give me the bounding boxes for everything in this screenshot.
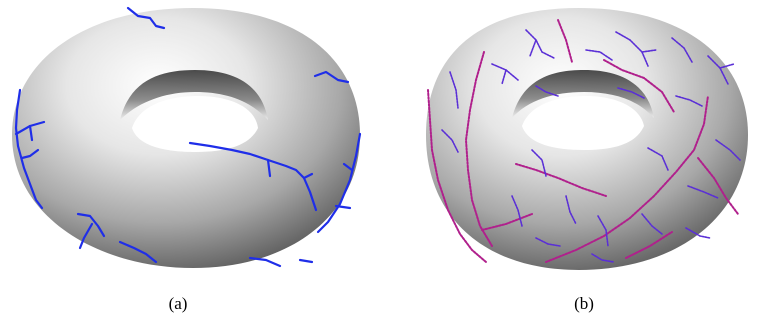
curve	[687, 185, 719, 199]
torus-panel-a	[12, 6, 362, 268]
curve	[531, 149, 547, 177]
curve	[427, 89, 487, 263]
curve	[302, 172, 314, 180]
curve	[515, 163, 607, 197]
curve	[28, 124, 34, 142]
curve-set-a	[14, 6, 362, 268]
torus-inner-wall	[120, 70, 268, 120]
curve	[342, 162, 354, 172]
curve	[535, 85, 559, 97]
curve	[334, 204, 352, 210]
curve	[557, 19, 573, 63]
curve-set-b-branch	[441, 29, 741, 263]
curve	[685, 227, 711, 239]
curve	[529, 39, 537, 57]
torus-hole	[132, 96, 258, 152]
torus-panel-b	[426, 8, 748, 270]
curve	[641, 49, 657, 53]
curve	[617, 87, 645, 99]
curve	[14, 88, 44, 210]
curve	[20, 148, 40, 160]
curve	[449, 71, 459, 109]
curve	[76, 212, 106, 238]
curve	[545, 95, 709, 263]
curve	[615, 31, 649, 67]
curve	[591, 253, 615, 263]
curve	[697, 157, 739, 215]
curve-set-b-main	[427, 19, 739, 263]
curve	[313, 70, 350, 84]
curve	[78, 222, 94, 250]
caption-b: (b)	[574, 294, 594, 313]
curve	[266, 158, 272, 178]
curve	[188, 141, 318, 212]
curve	[465, 51, 493, 247]
curve	[441, 129, 459, 153]
curve	[625, 231, 673, 259]
curve	[248, 256, 282, 268]
curve	[671, 37, 693, 63]
curve	[298, 258, 314, 264]
curve	[511, 195, 523, 227]
curve	[597, 215, 609, 247]
caption-a: (a)	[168, 294, 188, 313]
curve	[603, 59, 675, 113]
torus-inner-wall	[512, 70, 654, 118]
curve	[647, 147, 669, 171]
torus-hole	[522, 96, 644, 150]
curve	[501, 69, 507, 85]
curve	[641, 213, 663, 235]
curve	[565, 195, 577, 225]
curve	[719, 63, 735, 69]
curve	[715, 139, 741, 161]
curve	[481, 213, 533, 231]
curve	[585, 49, 613, 61]
curve	[675, 95, 703, 107]
curve	[316, 132, 362, 234]
curve	[118, 240, 158, 264]
curve	[126, 6, 166, 30]
curve	[525, 29, 555, 59]
curve	[535, 237, 561, 247]
